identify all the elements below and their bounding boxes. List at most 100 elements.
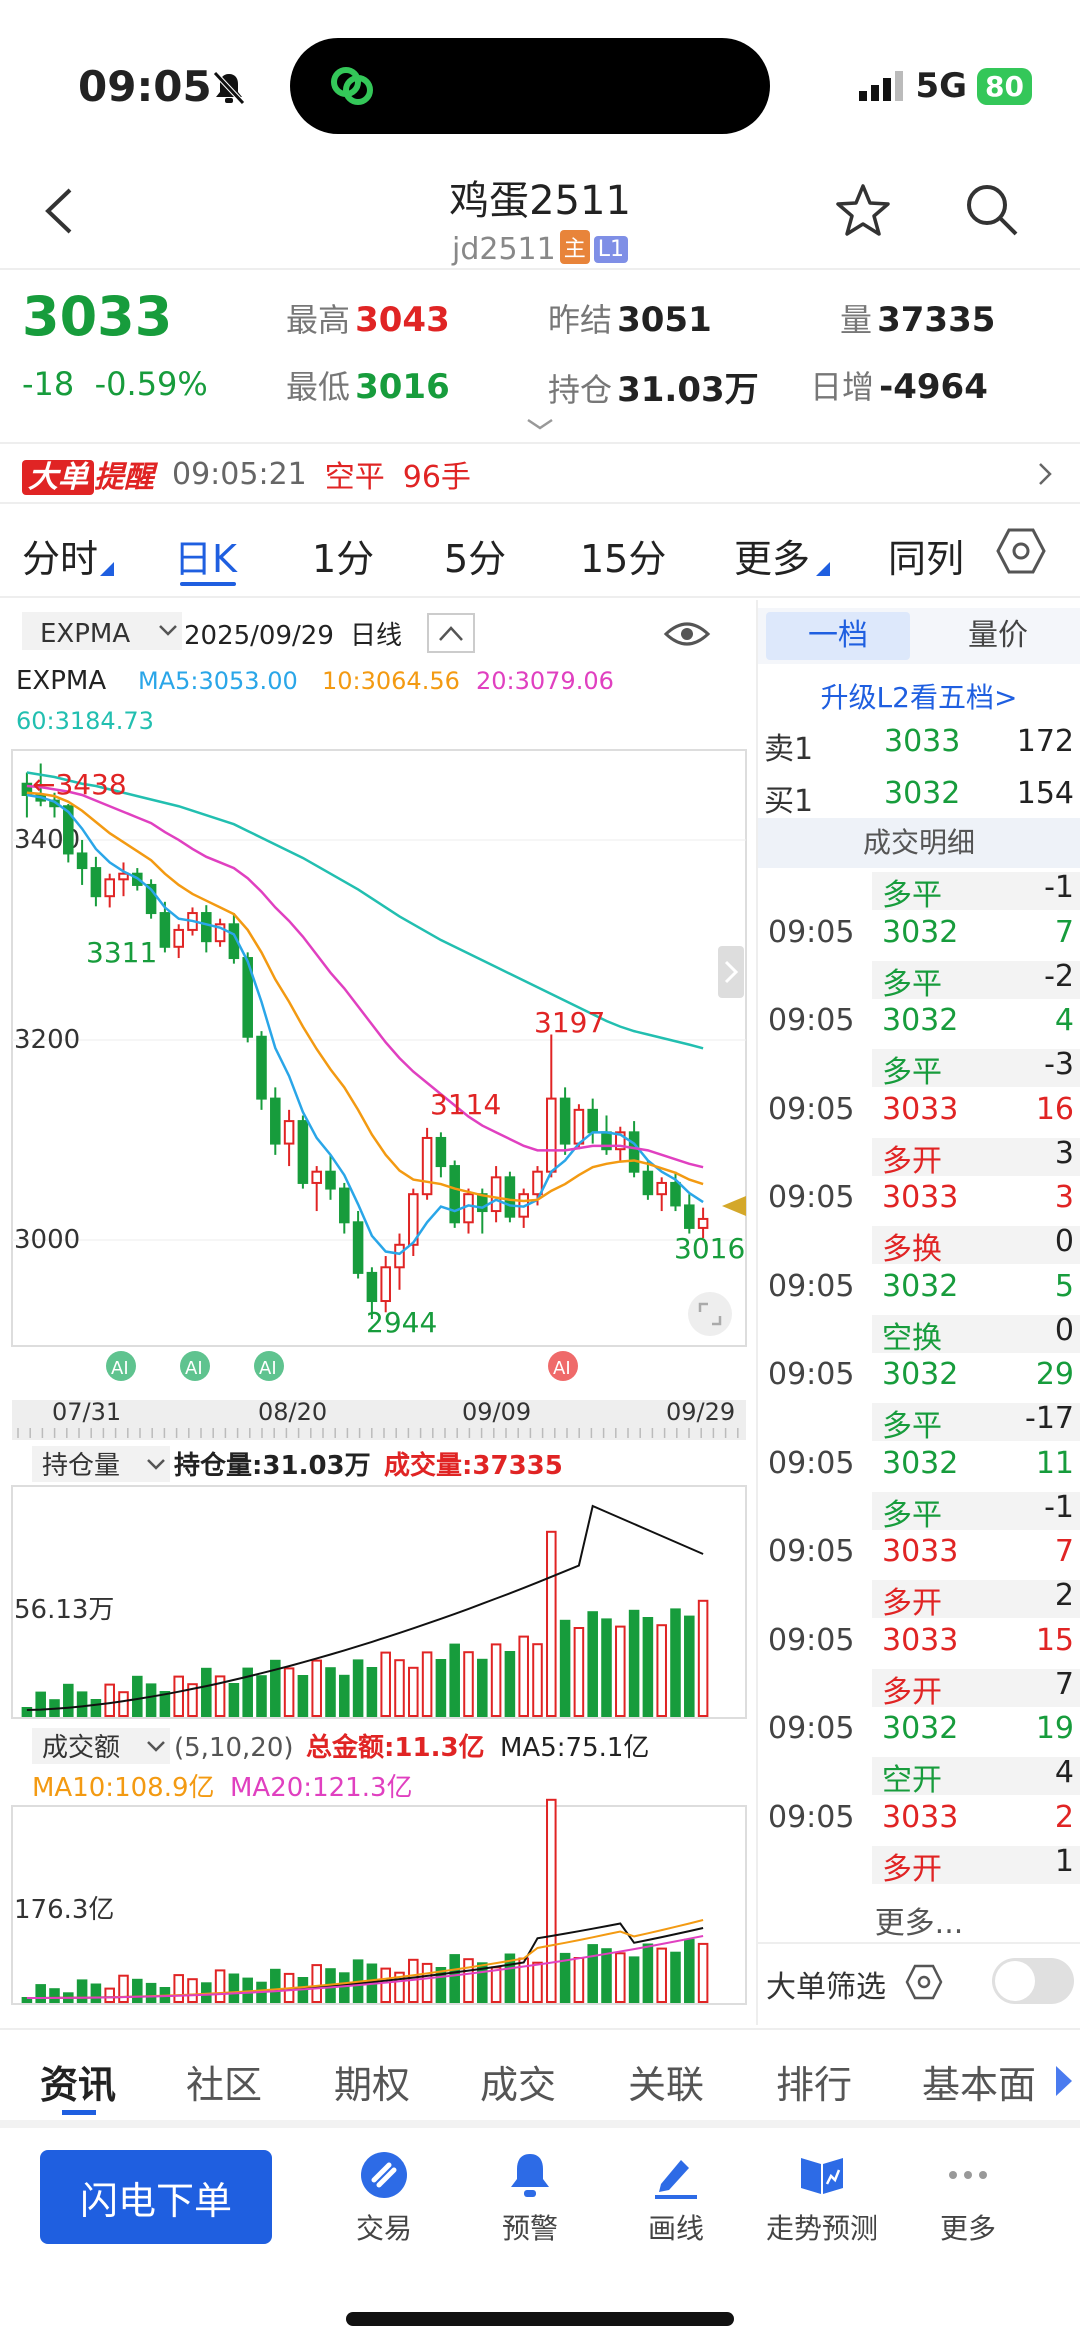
amount-ma5: MA5:75.1亿 (500, 1733, 649, 1763)
volume-bar (104, 1683, 115, 1717)
volume-bar (463, 1651, 474, 1717)
fullscreen-icon[interactable] (688, 1292, 732, 1336)
candle (380, 1256, 391, 1313)
annotation-2944: 2944 (366, 1306, 437, 1339)
ask-qty: 172 (1016, 724, 1074, 759)
panel-handle[interactable] (718, 946, 744, 998)
expand-chevron-icon[interactable] (524, 416, 556, 432)
amount-total: 总金额:11.3亿 (306, 1732, 485, 1763)
alert-action: 空平 (324, 460, 385, 495)
back-icon[interactable] (40, 186, 80, 236)
change-percent: -0.59% (94, 365, 208, 403)
low-label: 最低 (286, 368, 351, 406)
volume-bar (270, 1659, 281, 1718)
tab-level1[interactable]: 一档 (766, 612, 910, 660)
favorite-star-icon[interactable] (834, 182, 892, 240)
trade-price: 3033 (882, 1180, 959, 1215)
tab-5min[interactable]: 5分 (444, 537, 507, 581)
candle (504, 1171, 516, 1223)
search-icon[interactable] (962, 180, 1022, 240)
trade-type: 多开 (882, 1851, 942, 1887)
draw-line-button[interactable]: 画线 (606, 2150, 746, 2247)
indicator-select[interactable]: EXPMA (40, 619, 130, 649)
amount-bar (628, 1956, 640, 2004)
forecast-icon (801, 2158, 843, 2194)
tab-intraday[interactable]: 分时 (22, 537, 99, 581)
trade-oi-change: -17 (1025, 1401, 1074, 1436)
ma5-label: MA5:3053.00 (138, 667, 298, 695)
trade-row: 多平 -1 (758, 826, 1080, 914)
network-label: 5G (915, 66, 968, 106)
tab-fundamentals[interactable]: 基本面 (922, 2063, 1037, 2107)
tab-options[interactable]: 期权 (334, 2063, 411, 2107)
big-order-alert[interactable]: 大单 提醒 09:05:21 空平 96手 (22, 454, 471, 495)
tab-trades[interactable]: 成交 (480, 2063, 557, 2107)
ai-badge[interactable]: AI (548, 1351, 578, 1381)
trade-time: 09:05 (768, 1357, 855, 1392)
alert-button[interactable]: 预警 (460, 2150, 600, 2247)
trade-oi-change: 1 (1054, 1843, 1074, 1879)
tab-related[interactable]: 关联 (628, 2063, 705, 2107)
volume-bar (670, 1608, 681, 1718)
signal-icon (859, 71, 904, 101)
kline-chart-panel[interactable]: EXPMA 2025/09/29 日线 EXPMA MA5:3053.00 10… (10, 600, 750, 2025)
collapse-button[interactable] (427, 613, 475, 653)
more-trades-link[interactable]: 更多... (874, 1906, 964, 1941)
amount-bar (656, 1947, 667, 2003)
eye-icon[interactable] (663, 622, 711, 646)
amount-params: (5,10,20) (174, 1733, 294, 1763)
candle (656, 1177, 667, 1212)
trade-price: 3033 (882, 1091, 959, 1127)
trade-volume: 2 (1054, 1799, 1074, 1835)
current-price-marker (722, 1196, 746, 1216)
trade-type-bg (872, 1757, 1080, 1795)
oi-select[interactable]: 持仓量 (42, 1451, 120, 1481)
trade-volume: 7 (1054, 1534, 1074, 1569)
tab-community[interactable]: 社区 (186, 2063, 263, 2107)
volume-bar (187, 1683, 198, 1717)
tab-ranking[interactable]: 排行 (776, 2063, 853, 2107)
trade-button[interactable]: 交易 (314, 2150, 454, 2247)
amount-select[interactable]: 成交额 (42, 1733, 120, 1763)
settings-hex-icon[interactable] (996, 526, 1046, 576)
chevron-down-icon (147, 1459, 165, 1470)
volume-bar (35, 1691, 46, 1717)
tab-daily-k[interactable]: 日K (174, 537, 237, 581)
tab-more[interactable]: 更多 (734, 537, 811, 581)
ai-badge[interactable]: AI (254, 1351, 284, 1381)
trade-oi-change: 7 (1054, 1666, 1074, 1702)
chart-period: 日线 (350, 621, 402, 651)
tab-volume-price[interactable]: 量价 (968, 618, 1028, 653)
volume-bar (656, 1624, 667, 1717)
trade-row: 09:05 3033 16 多开 3 (758, 1092, 1080, 1180)
trade-price: 3032 (882, 1003, 959, 1038)
daily-increase-label: 日增 (810, 368, 875, 406)
amount-bar (339, 1972, 350, 2004)
forecast-button[interactable]: 走势预测 (752, 2150, 892, 2247)
trade-type: 空开 (882, 1763, 942, 1798)
trade-oi-change: 3 (1054, 1135, 1074, 1171)
timeline-scrollbar[interactable] (12, 1400, 746, 1440)
filter-settings-icon[interactable] (904, 1962, 944, 2002)
ai-badge[interactable]: AI (180, 1351, 210, 1381)
tab-15min[interactable]: 15分 (580, 537, 667, 581)
flash-order-button[interactable]: 闪电下单 (40, 2150, 272, 2244)
candle (270, 1087, 281, 1155)
volume-bar (118, 1691, 129, 1717)
more-button[interactable]: 更多 (898, 2150, 1038, 2247)
big-order-toggle[interactable] (992, 1958, 1074, 2004)
page-title: 鸡蛋2511 (449, 178, 631, 224)
volume-bar (615, 1625, 626, 1717)
tab-same-column[interactable]: 同列 (888, 537, 965, 581)
app-link-icon (331, 67, 373, 105)
chevron-right-icon[interactable] (1036, 460, 1054, 488)
ai-badge[interactable]: AI (106, 1351, 136, 1381)
candle (463, 1188, 474, 1234)
divider (0, 2028, 1080, 2030)
amount-axis-label: 176.3亿 (14, 1895, 114, 1925)
tabs-scroll-right-icon[interactable] (1054, 2064, 1074, 2098)
trade-type: 多开 (882, 1586, 942, 1621)
tab-news[interactable]: 资讯 (40, 2063, 117, 2107)
tab-1min[interactable]: 1分 (312, 537, 375, 581)
upgrade-link[interactable]: 升级L2看五档> (820, 681, 1018, 714)
